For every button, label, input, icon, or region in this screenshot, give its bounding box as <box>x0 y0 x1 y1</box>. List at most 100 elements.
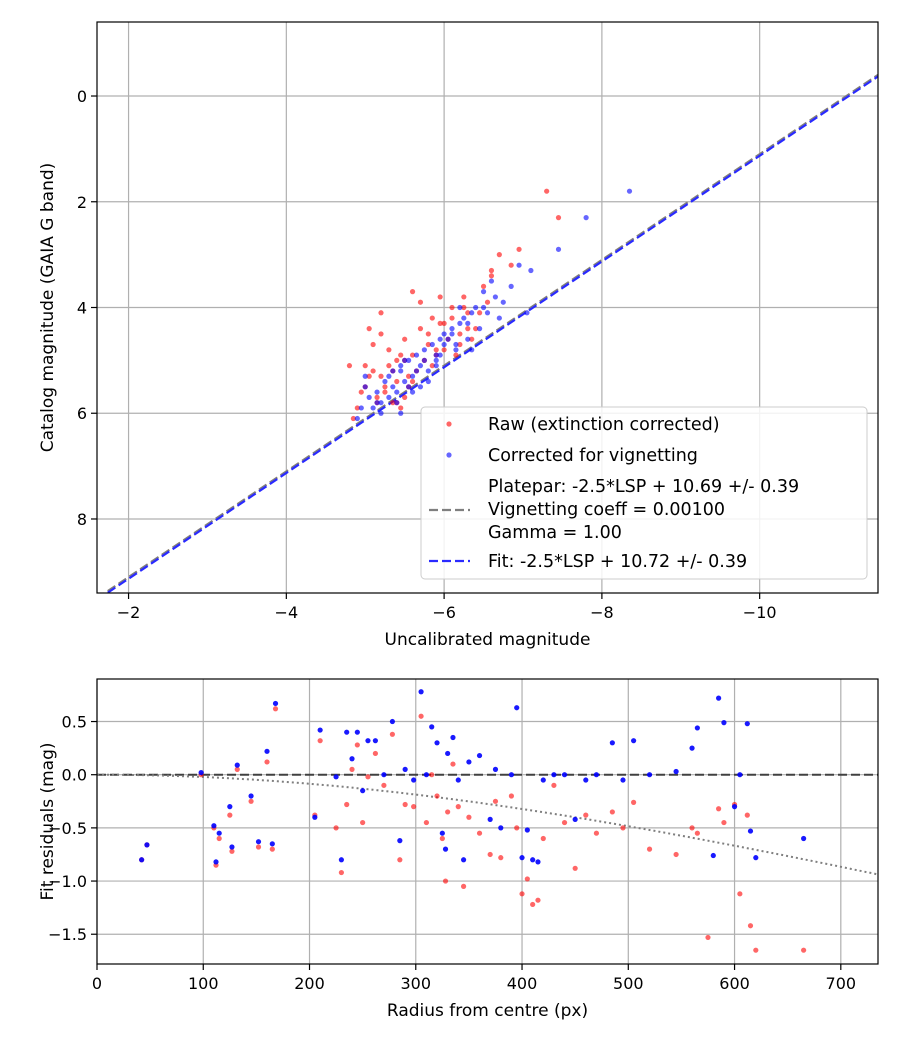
raw-residual-point <box>411 804 417 810</box>
raw-residual-point <box>519 891 525 897</box>
raw-residual-point <box>344 801 350 808</box>
legend-platepar-label: Platepar: -2.5*LSP + 10.69 +/- 0.39 <box>488 477 799 497</box>
corrected-point <box>488 278 495 284</box>
corrected-residual-point <box>139 857 145 863</box>
corrected-point <box>433 357 439 363</box>
corrected-residual-point <box>721 720 727 726</box>
platepar-line <box>102 73 878 593</box>
raw-residual-point <box>673 851 679 858</box>
raw-point <box>382 389 388 395</box>
corrected-point <box>508 283 514 289</box>
corrected-residual-point <box>583 777 589 783</box>
corrected-residual-point <box>354 729 360 735</box>
raw-point <box>378 373 384 379</box>
corrected-residual-point <box>631 738 637 744</box>
raw-residual-point <box>646 846 653 852</box>
raw-residual-point <box>466 814 472 820</box>
corrected-point <box>429 341 435 348</box>
raw-residual-point <box>476 830 483 836</box>
corrected-point <box>370 405 376 411</box>
raw-point <box>378 331 384 337</box>
raw-residual-point <box>338 869 344 876</box>
legend-box <box>420 406 868 580</box>
corrected-point <box>421 347 427 353</box>
corrected-residual-point <box>372 738 378 744</box>
raw-point <box>449 315 455 321</box>
corrected-point <box>516 262 522 268</box>
raw-point <box>516 246 522 252</box>
raw-residual-point <box>227 812 233 818</box>
raw-residual-point <box>705 934 711 941</box>
y-axis-label: Fit residuals (mag) <box>38 743 58 901</box>
raw-point <box>366 373 372 379</box>
corrected-point <box>390 368 396 374</box>
corrected-residual-point <box>801 835 807 842</box>
corrected-point <box>528 267 534 274</box>
corrected-point <box>453 341 459 348</box>
corrected-residual-point <box>360 788 366 794</box>
corrected-point <box>354 415 360 422</box>
corrected-residual-point <box>530 857 536 863</box>
raw-residual-point <box>514 825 520 831</box>
top-plot: −2 −4 −6 −8 −10 0 2 4 6 8 Uncalibrated magnitude Ca… <box>38 21 879 650</box>
corrected-point <box>461 315 467 321</box>
corrected-residual-point <box>144 842 150 848</box>
raw-residual-point <box>354 742 360 748</box>
raw-residual-point <box>551 782 557 788</box>
corrected-residual-point <box>198 769 204 776</box>
corrected-point <box>394 400 400 406</box>
x-tick-label: 0 <box>92 974 102 993</box>
corrected-residual-point <box>673 768 679 775</box>
corrected-residual-point <box>487 816 493 822</box>
raw-residual-point <box>442 878 449 884</box>
corrected-point <box>390 384 396 390</box>
corrected-point <box>500 299 506 305</box>
raw-residual-point <box>372 750 378 757</box>
raw-residual-point <box>694 830 700 836</box>
x-axis-label: Uncalibrated magnitude <box>385 630 591 650</box>
raw-residual-point <box>389 731 395 737</box>
raw-point <box>366 326 372 332</box>
corrected-point <box>398 410 404 416</box>
corrected-residual-point <box>402 766 408 772</box>
raw-residual-point <box>255 844 262 850</box>
plot-frame <box>96 678 879 965</box>
raw-point <box>425 341 431 348</box>
raw-point <box>429 315 435 321</box>
corrected-point <box>583 215 589 221</box>
corrected-point <box>441 341 447 348</box>
raw-point <box>417 299 424 305</box>
raw-point <box>484 299 491 305</box>
raw-residual-point <box>450 761 456 767</box>
x-tick-label: −10 <box>743 603 777 622</box>
corrected-point <box>469 347 475 353</box>
raw-residual-point <box>439 835 445 842</box>
corrected-point <box>402 357 408 363</box>
corrected-residual-point <box>216 830 222 836</box>
corrected-point <box>362 373 368 379</box>
legend-raw-label: Raw (extinction corrected) <box>488 415 720 435</box>
vignetting-curve <box>97 773 878 876</box>
raw-residual-point <box>721 819 727 826</box>
raw-point <box>378 310 384 316</box>
corrected-residual-point <box>689 745 695 751</box>
raw-point <box>441 320 447 326</box>
corrected-residual-point <box>747 828 754 834</box>
corrected-point <box>402 378 408 385</box>
corrected-point <box>413 368 420 374</box>
raw-residual-point <box>381 782 387 788</box>
raw-residual-point <box>737 891 743 897</box>
raw-residual-point <box>747 923 754 929</box>
raw-residual-point <box>609 809 615 815</box>
legend-platepar-label: Vignetting coeff = 0.00100 <box>488 500 725 520</box>
raw-point <box>457 331 463 337</box>
corrected-point <box>437 336 443 342</box>
corrected-point <box>480 289 487 295</box>
corrected-residual-point <box>269 841 275 847</box>
corrected-residual-point <box>381 772 387 778</box>
raw-residual-point <box>423 819 430 826</box>
raw-point <box>480 283 487 289</box>
corrected-point <box>417 384 424 390</box>
raw-residual-point <box>508 793 515 799</box>
